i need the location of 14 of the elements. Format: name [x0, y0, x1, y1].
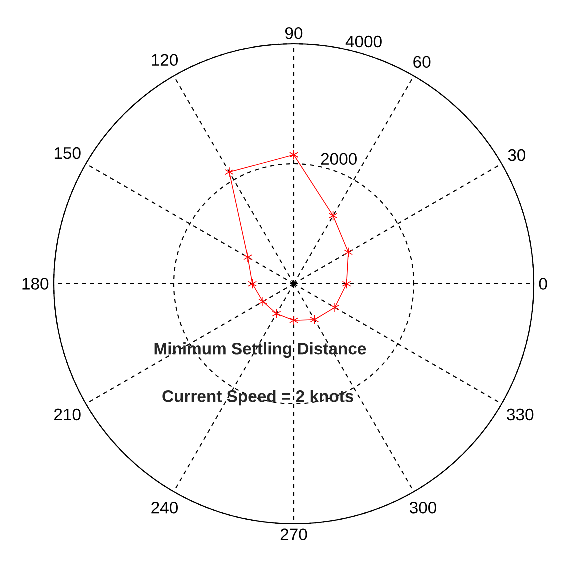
y-tick-label: 2000 [321, 153, 357, 166]
spoke-label: 120 [152, 54, 178, 66]
spoke-label: 300 [410, 502, 436, 514]
spoke-label: 60 [414, 56, 431, 68]
spoke-label: 270 [280, 528, 308, 541]
spoke-label: 0 [539, 278, 548, 290]
spoke-label: 150 [54, 147, 81, 160]
spoke-label: 330 [507, 408, 534, 421]
spoke-label: 30 [508, 149, 526, 162]
y-tick-label: 4000 [346, 36, 382, 48]
spoke-label: 90 [286, 28, 303, 40]
spoke-label: 180 [22, 278, 49, 290]
spoke-label: 210 [54, 408, 81, 421]
spoke-label: 240 [152, 502, 178, 514]
